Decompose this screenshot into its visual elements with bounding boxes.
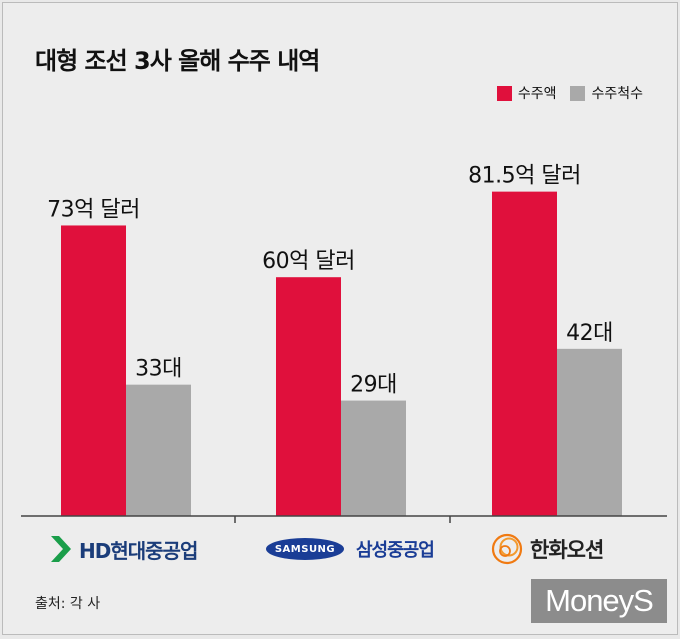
bar-amount-0 [61,225,126,516]
bar-amount-2 [492,191,557,516]
data-label-count-2: 42대 [566,321,613,346]
legend-swatch-amount [496,85,512,101]
samsung-name: 삼성중공업 [356,540,435,561]
legend-item-amount: 수주액 [496,83,557,103]
bar-count-1 [341,400,406,516]
data-label-count-1: 29대 [350,373,397,398]
legend-label-amount: 수주액 [517,86,557,102]
hd-hyundai-logo: HD현대중공업 [51,531,198,567]
legend: 수주액 수주척수 [483,83,643,103]
bar-amount-1 [276,277,341,516]
hanwha-swirl-icon [491,533,523,565]
samsung-logo: SAMSUNG 삼성중공업 [266,531,435,567]
bar-plot: 73억 달러 33대 60억 달러 29대 81.5억 달러 42대 [21,164,667,523]
hanwha-name: 한화오션 [530,538,604,562]
data-label-amount-0: 73억 달러 [47,197,140,222]
samsung-badge: SAMSUNG [266,538,344,560]
legend-label-count: 수주척수 [591,86,643,102]
legend-swatch-count [570,85,586,101]
bar-count-2 [557,348,622,516]
data-label-amount-1: 60억 달러 [262,249,355,274]
moneys-watermark: MoneyS [531,579,667,623]
hd-chevron-icon [51,536,71,562]
data-label-count-0: 33대 [135,357,182,382]
chart-title: 대형 조선 3사 올해 수주 내역 [35,47,320,75]
hanwha-logo: 한화오션 [490,531,604,567]
hd-hyundai-name: HD현대중공업 [79,538,198,563]
legend-item-count: 수주척수 [570,83,643,103]
source-note: 출처: 각 사 [35,596,101,612]
data-label-amount-2: 81.5억 달러 [468,164,581,189]
bar-count-0 [126,384,191,516]
